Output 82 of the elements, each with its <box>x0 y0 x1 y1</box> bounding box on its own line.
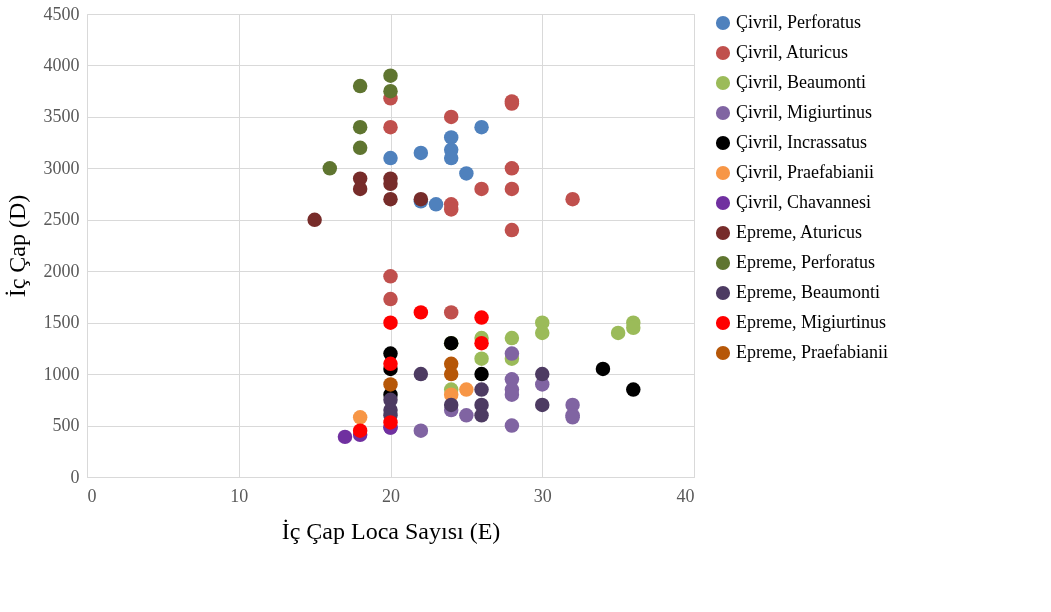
point <box>535 366 550 382</box>
point <box>413 423 429 438</box>
point <box>504 161 520 176</box>
x-tick-label: 30 <box>533 485 552 506</box>
legend-label: Çivril, Aturicus <box>736 42 848 62</box>
point <box>459 382 474 397</box>
point <box>474 382 489 397</box>
point <box>474 310 489 325</box>
legend-label: Epreme, Migiurtinus <box>736 312 886 332</box>
y-tick-label: 2500 <box>43 209 80 230</box>
y-axis-title: İç Çap (D) <box>3 194 30 298</box>
point <box>504 222 520 238</box>
legend-label: Epreme, Aturicus <box>736 222 862 242</box>
point <box>413 145 429 161</box>
point <box>383 269 398 284</box>
x-tick-label: 40 <box>676 485 695 506</box>
point <box>413 366 429 382</box>
point <box>352 423 368 438</box>
point <box>474 408 489 423</box>
point <box>474 181 489 197</box>
point <box>352 119 368 135</box>
point <box>352 410 368 425</box>
legend-label: Çivril, Praefabianii <box>736 162 874 182</box>
y-tick-label: 0 <box>70 466 80 487</box>
point <box>337 429 353 445</box>
point <box>352 140 368 155</box>
x-tick-label: 20 <box>382 485 400 506</box>
legend-label: Çivril, Perforatus <box>736 12 861 32</box>
point <box>383 191 398 207</box>
y-tick-label: 500 <box>52 415 80 436</box>
point <box>459 166 474 181</box>
point <box>474 119 489 135</box>
point <box>443 397 459 413</box>
point <box>383 315 398 330</box>
point <box>504 346 520 361</box>
point <box>504 330 520 346</box>
y-tick-label: 4000 <box>43 54 80 75</box>
point <box>474 336 489 351</box>
point <box>383 356 398 372</box>
point <box>610 325 626 341</box>
point <box>459 408 474 423</box>
point <box>535 325 550 341</box>
point <box>428 197 444 212</box>
point <box>626 382 641 397</box>
legend-label: Epreme, Perforatus <box>736 252 875 272</box>
point <box>352 181 368 197</box>
point <box>474 366 489 382</box>
point <box>443 109 459 125</box>
point <box>383 415 398 430</box>
point <box>383 119 398 135</box>
y-tick-label: 3000 <box>43 157 80 178</box>
point <box>383 68 398 83</box>
point <box>352 78 368 94</box>
point <box>413 305 429 320</box>
point <box>383 83 398 99</box>
point <box>443 130 459 145</box>
point <box>383 291 398 307</box>
point <box>474 351 489 366</box>
legend-label: Epreme, Beaumonti <box>736 282 880 302</box>
point <box>383 377 398 392</box>
point <box>595 361 611 377</box>
y-tick-label: 3500 <box>43 106 80 127</box>
point <box>443 305 459 320</box>
point <box>504 181 520 197</box>
x-tick-label: 0 <box>87 485 97 506</box>
y-tick-label: 4500 <box>43 3 80 24</box>
legend-label: Çivril, Chavannesi <box>736 192 871 212</box>
point <box>322 161 338 176</box>
legend-label: Çivril, Migiurtinus <box>736 102 873 122</box>
x-axis-title: İç Çap Loca Sayısı (E) <box>281 517 501 544</box>
point <box>504 418 520 433</box>
point <box>565 191 580 207</box>
y-tick-label: 1500 <box>43 312 80 333</box>
legend-label: Çivril, Beaumonti <box>736 72 866 92</box>
legend-label: Çivril, Incrassatus <box>736 132 867 152</box>
y-tick-label: 1000 <box>43 363 80 384</box>
point <box>535 397 550 413</box>
point <box>307 212 322 228</box>
x-tick-label: 10 <box>230 485 249 506</box>
legend-label: Epreme, Praefabianii <box>736 342 888 362</box>
point <box>383 150 398 166</box>
y-tick-label: 2000 <box>43 260 80 281</box>
